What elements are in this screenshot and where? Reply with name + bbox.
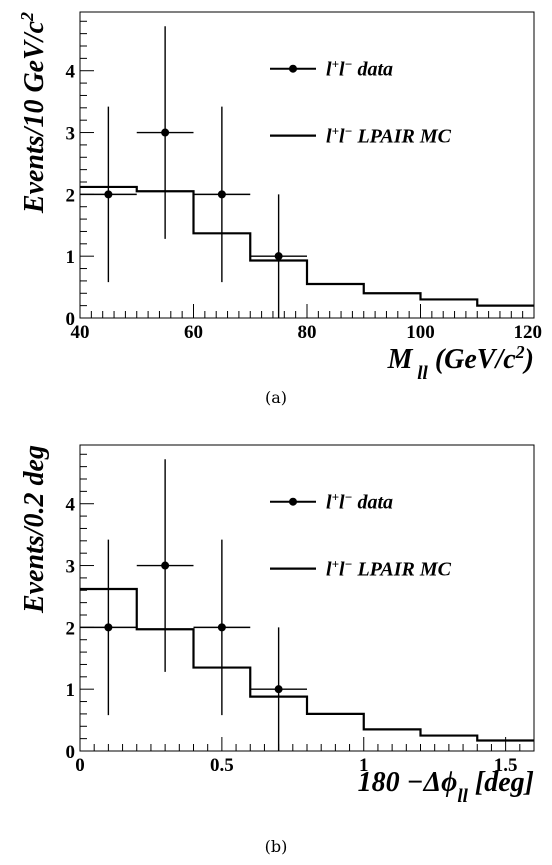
data-point	[217, 623, 226, 632]
chart-a: 0 1 2 3 4 40 60 80 100 120 l+l− data l+l− LPAIR MC E…	[17, 11, 543, 384]
panel-a: 0 1 2 3 4 40 60 80 100 120 l+l− data l+l− LPAIR MC E…	[0, 0, 552, 432]
mc-step-line	[80, 587, 534, 742]
x-tick-label: 1	[359, 755, 369, 776]
data-point	[217, 190, 226, 199]
y-tick-label: 2	[66, 618, 76, 639]
legend-data-label: l+l− data	[326, 56, 393, 81]
chart-b: 0 1 2 3 4 0 0.5 1 1.5 l+l− data l+l− LPAIR MC Event…	[19, 444, 535, 807]
y-tick-label: 4	[66, 62, 76, 83]
x-tick-label: 0	[75, 755, 85, 776]
y-axis-label: Events/10 GeV/c2	[17, 12, 50, 214]
legend-mc-label: l+l− LPAIR MC	[326, 556, 452, 581]
y-tick-label: 3	[66, 124, 76, 145]
x-tick-label: 0.5	[210, 755, 234, 776]
x-axis-label: M ll (GeV/c2)	[387, 342, 534, 384]
y-tick-label: 4	[66, 495, 76, 516]
legend-data-marker	[289, 64, 297, 73]
y-tick-label: 1	[66, 247, 76, 268]
x-tick-label: 80	[298, 322, 317, 343]
legend-data-label: l+l− data	[326, 489, 393, 514]
caption-b: (b)	[264, 837, 288, 856]
mc-step-line	[80, 185, 534, 307]
y-tick-label: 3	[66, 557, 76, 578]
data-point	[274, 252, 283, 261]
data-point	[274, 685, 283, 694]
x-tick-label: 100	[406, 322, 435, 343]
x-tick-label: 1.5	[494, 755, 518, 776]
y-tick-label: 0	[66, 742, 76, 763]
caption-a: (a)	[264, 388, 288, 407]
y-tick-label: 0	[66, 309, 76, 330]
x-tick-label: 60	[184, 322, 203, 343]
legend-mc-label: l+l− LPAIR MC	[326, 123, 452, 148]
data-point	[161, 561, 170, 570]
x-tick-label: 120	[514, 322, 543, 343]
x-tick-label: 40	[71, 322, 90, 343]
y-tick-label: 2	[66, 185, 76, 206]
data-point	[104, 623, 113, 632]
x-axis-label: 180 −Δϕll [deg]	[358, 767, 534, 807]
panel-b: 0 1 2 3 4 0 0.5 1 1.5 l+l− data l+l− LPAIR MC Event…	[0, 433, 552, 865]
data-point	[161, 128, 170, 137]
data-point	[104, 190, 113, 199]
y-tick-label: 1	[66, 680, 76, 701]
legend-data-marker	[289, 497, 297, 506]
y-axis-label: Events/0.2 deg	[19, 445, 50, 614]
